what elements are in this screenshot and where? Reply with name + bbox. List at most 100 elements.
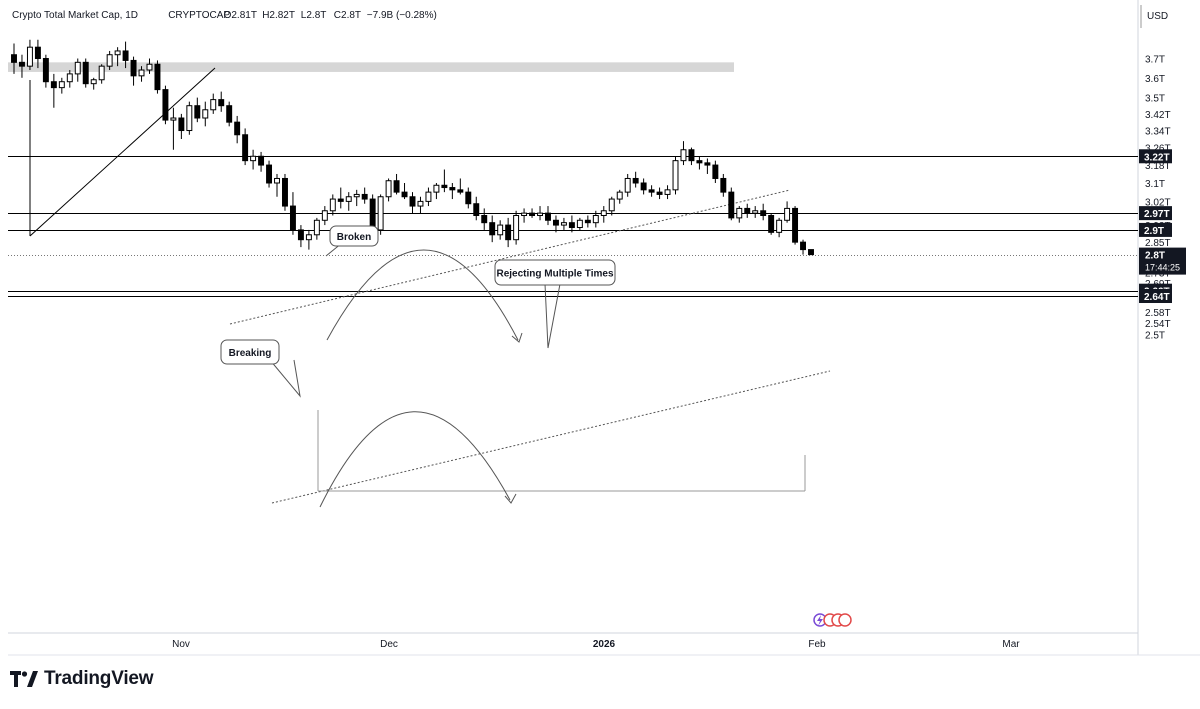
rejecting-callout[interactable]: Rejecting Multiple Times xyxy=(494,259,616,286)
candle-body-down xyxy=(50,81,57,89)
candle-body-up xyxy=(752,210,759,214)
broken-callout-label: Broken xyxy=(337,232,371,243)
candle xyxy=(409,192,416,214)
candle-body-up xyxy=(784,207,791,221)
candle-body-down xyxy=(34,46,41,60)
candle-body-up xyxy=(66,73,73,83)
candle-body-down xyxy=(82,61,89,85)
candle-body-up xyxy=(98,65,105,81)
supply-zone xyxy=(8,62,734,72)
level-tag-bg xyxy=(1139,149,1172,164)
candle xyxy=(441,169,448,193)
level-tag-label: 2.64T xyxy=(1144,292,1170,303)
candle xyxy=(401,182,408,200)
channel-lower-line xyxy=(271,370,831,504)
candle xyxy=(138,66,145,82)
candle xyxy=(712,160,719,183)
candle-body-up xyxy=(521,212,528,217)
rejecting-callout-box xyxy=(494,259,616,286)
candle-body-down xyxy=(696,160,703,164)
candle-body-up xyxy=(385,180,392,198)
level-tag-bg xyxy=(1139,289,1172,304)
candle-body-down xyxy=(234,121,241,136)
current-price-bg xyxy=(1139,247,1186,275)
candle xyxy=(289,192,296,235)
symbol-header[interactable]: Crypto Total Market Cap, 1D CRYPTOCAPO2.8… xyxy=(12,10,437,21)
candle-body-up xyxy=(106,54,113,67)
candle-body-up xyxy=(417,200,424,207)
horizontal-levels xyxy=(8,156,1138,297)
candle-body-up xyxy=(576,219,583,228)
candle-body-up xyxy=(624,177,631,193)
candle-body-down xyxy=(808,249,814,256)
lightning-glyph xyxy=(817,615,823,626)
event-icons[interactable] xyxy=(813,613,852,627)
bar-countdown: 17:44:25 xyxy=(1145,263,1180,273)
candle xyxy=(728,187,735,221)
price-tick-label: 2.85T xyxy=(1145,238,1171,249)
candle xyxy=(297,225,304,248)
ohlc-o-value: O2.81T xyxy=(224,10,257,21)
candle-body-down xyxy=(289,205,296,231)
candle-body-down xyxy=(337,198,344,202)
candle xyxy=(353,189,360,207)
candle-body-down xyxy=(648,189,655,193)
candle xyxy=(449,182,456,200)
candle-body-down xyxy=(297,229,304,241)
candle xyxy=(664,185,671,200)
candle-body-down xyxy=(218,99,225,107)
candle-body-down xyxy=(489,222,496,236)
level-tag-bg xyxy=(1139,222,1172,237)
level-tag-label: 2.9T xyxy=(1144,226,1164,237)
annotations: Broken Breaking Rejecting Multiple Times xyxy=(220,225,616,398)
candle xyxy=(696,156,703,170)
candle-body-up xyxy=(353,193,360,198)
level-tag[interactable]: 2.64T xyxy=(1139,289,1172,304)
level-tag[interactable]: 2.9T xyxy=(1139,222,1172,237)
candle-body-up xyxy=(537,212,543,217)
level-tag[interactable]: 2.97T xyxy=(1139,206,1172,221)
broken-callout[interactable]: Broken xyxy=(329,225,379,247)
level-tag[interactable]: 3.22T xyxy=(1139,149,1172,164)
candle-body-up xyxy=(592,215,599,224)
brand-name: TradingView xyxy=(44,668,154,689)
candle xyxy=(425,187,432,207)
candle xyxy=(130,56,137,86)
candle xyxy=(600,206,607,223)
grid xyxy=(8,0,1200,656)
candle-body-up xyxy=(58,81,65,89)
candle-body-down xyxy=(130,59,137,77)
broken-callout-box xyxy=(329,225,379,247)
candle xyxy=(704,158,711,174)
price-change: −7.9B (−0.28%) xyxy=(367,10,437,21)
candle xyxy=(58,77,65,94)
candle xyxy=(226,101,233,127)
candle xyxy=(98,64,105,84)
candle-body-down xyxy=(568,222,575,228)
candle xyxy=(282,173,288,211)
candle xyxy=(640,178,647,195)
price-tick-label: 3.02T xyxy=(1145,197,1171,208)
candle xyxy=(337,187,344,209)
candle xyxy=(178,113,185,140)
candle-body-down xyxy=(42,58,49,83)
candle xyxy=(146,58,153,74)
candle-body-down xyxy=(194,105,201,119)
candle-body-down xyxy=(282,177,288,207)
candle xyxy=(465,187,472,209)
candle xyxy=(162,85,169,125)
candle xyxy=(513,210,520,245)
candle xyxy=(736,206,743,223)
candle xyxy=(584,215,591,228)
candle-body-down xyxy=(529,212,536,217)
ohlc-l-value: L2.8T xyxy=(301,10,327,21)
candle-body-down xyxy=(449,187,456,191)
flag-event-icon[interactable] xyxy=(838,613,852,627)
breaking-callout[interactable]: Breaking xyxy=(220,339,280,365)
candle xyxy=(321,206,328,226)
candle-body-up xyxy=(274,177,280,184)
candle xyxy=(361,187,368,204)
